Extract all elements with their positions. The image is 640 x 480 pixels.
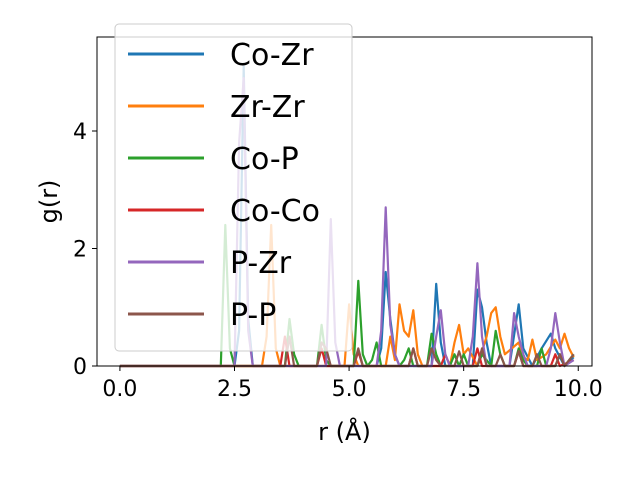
y-axis-label: g(r) bbox=[35, 180, 63, 224]
y-tick-label: 2 bbox=[73, 238, 87, 263]
x-tick-label: 5.0 bbox=[332, 377, 367, 402]
legend-label-co-zr: Co-Zr bbox=[230, 38, 314, 73]
legend-label-p-zr: P-Zr bbox=[230, 246, 292, 281]
legend-label-p-p: P-P bbox=[230, 298, 276, 333]
x-tick-label: 2.5 bbox=[217, 377, 252, 402]
x-tick-label: 0.0 bbox=[102, 377, 137, 402]
legend-label-co-co: Co-Co bbox=[230, 194, 320, 229]
y-tick-label: 0 bbox=[73, 355, 87, 380]
x-tick-label: 10.0 bbox=[554, 377, 603, 402]
legend-label-zr-zr: Zr-Zr bbox=[230, 90, 305, 125]
x-ticks: 0.0 2.5 5.0 7.5 10.0 bbox=[102, 366, 603, 402]
legend-label-co-p: Co-P bbox=[230, 142, 299, 177]
y-ticks: 0 2 4 bbox=[73, 120, 97, 380]
x-tick-label: 7.5 bbox=[446, 377, 481, 402]
x-axis-label: r (Å) bbox=[318, 417, 371, 446]
y-tick-label: 4 bbox=[73, 120, 87, 145]
legend: Co-Zr Zr-Zr Co-P Co-Co P-Zr P-P bbox=[114, 23, 353, 352]
